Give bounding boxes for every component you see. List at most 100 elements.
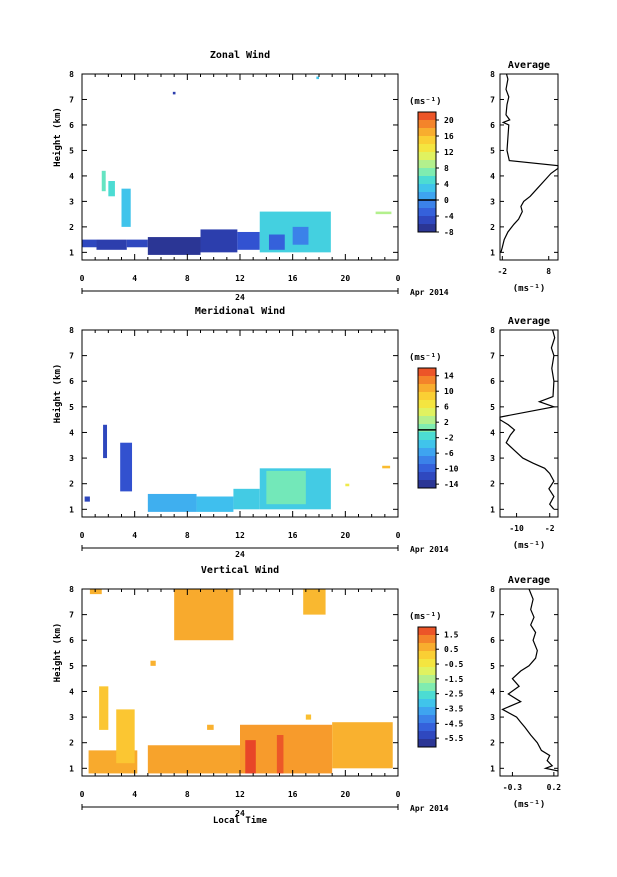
x-tick-label: 16	[288, 274, 298, 283]
colorbar-swatch	[418, 144, 436, 153]
x-tick-label: 12	[235, 531, 245, 540]
average-y-tick-label: 4	[490, 687, 495, 696]
average-y-tick-label: 1	[490, 764, 495, 773]
heatmap-cell	[147, 237, 201, 255]
colorbar-swatch	[418, 392, 436, 401]
y-tick-label: 4	[69, 428, 74, 437]
colorbar-swatch	[418, 384, 436, 393]
x-tick-label: 8	[185, 531, 190, 540]
date-label: Apr 2014	[410, 545, 449, 554]
date-tick-label: 24	[235, 809, 245, 818]
average-title: Average	[508, 316, 550, 327]
colorbar-swatch	[418, 739, 436, 748]
colorbar-swatch	[418, 464, 436, 473]
colorbar-tick-label: -5.5	[444, 734, 463, 743]
colorbar-swatch	[418, 208, 436, 217]
colorbar-unit: (ms⁻¹)	[409, 612, 442, 622]
colorbar-tick-label: -3.5	[444, 704, 463, 713]
average-y-tick-label: 4	[490, 172, 495, 181]
heatmap-cells	[88, 589, 393, 774]
average-y-tick-label: 2	[490, 739, 495, 748]
colorbar-unit: (ms⁻¹)	[409, 97, 442, 107]
colorbar-swatch	[418, 192, 436, 201]
panel-title: Zonal Wind	[210, 49, 270, 61]
heatmap-cell	[345, 483, 350, 487]
average-y-tick-label: 6	[490, 121, 495, 130]
heatmap-cell	[268, 234, 285, 250]
heatmap-cells	[84, 424, 391, 512]
heatmap-cell	[147, 745, 240, 774]
average-x-axis-label: (ms⁻¹)	[513, 284, 546, 294]
colorbar-tick-label: 0	[444, 196, 449, 205]
y-tick-label: 7	[69, 611, 74, 620]
average-y-tick-label: 2	[490, 223, 495, 232]
x-tick-label: 4	[132, 531, 137, 540]
x-tick-label: 20	[341, 531, 351, 540]
x-tick-label: 20	[341, 790, 351, 799]
x-tick-label: 0	[396, 790, 401, 799]
colorbar-swatch	[418, 176, 436, 185]
x-axis-label: Local Time	[213, 815, 268, 826]
heatmap-cell	[96, 239, 127, 250]
colorbar-tick-label: 12	[444, 148, 454, 157]
heatmap-cell	[292, 226, 309, 245]
colorbar-tick-label: 14	[444, 372, 454, 381]
colorbar-swatch	[418, 659, 436, 668]
colorbar-tick-label: -2.5	[444, 690, 463, 699]
average-x-tick-label: -0.3	[503, 783, 522, 792]
y-tick-label: 8	[69, 326, 74, 335]
average-x-tick-label: -2	[545, 524, 555, 533]
x-tick-label: 0	[396, 531, 401, 540]
heatmap-cell	[196, 496, 234, 512]
heatmap-cell	[82, 239, 97, 248]
colorbar-tick-label: 2	[444, 418, 449, 427]
heatmap-cell	[316, 76, 319, 80]
colorbar: 20 16 12 8 4 0 -4 -8	[417, 111, 454, 237]
colorbar-tick-label: -8	[444, 228, 454, 237]
colorbar-tick-label: 16	[444, 132, 454, 141]
heatmap-cell	[172, 91, 176, 95]
y-tick-label: 4	[69, 172, 74, 181]
y-tick-label: 2	[69, 223, 74, 232]
average-title: Average	[508, 575, 550, 586]
y-tick-label: 1	[69, 764, 74, 773]
y-tick-label: 5	[69, 403, 74, 412]
heatmap-cell	[147, 493, 197, 512]
x-tick-label: 8	[185, 790, 190, 799]
average-y-tick-label: 2	[490, 480, 495, 489]
y-tick-label: 6	[69, 377, 74, 386]
colorbar-tick-label: -4.5	[444, 719, 463, 728]
average-y-tick-label: 1	[490, 505, 495, 514]
average-y-tick-label: 3	[490, 713, 495, 722]
x-tick-label: 12	[235, 790, 245, 799]
average-profile-line	[500, 73, 559, 253]
colorbar-swatch	[418, 440, 436, 449]
average-y-tick-label: 7	[490, 95, 495, 104]
average-frame	[499, 73, 559, 261]
heatmap-cell	[121, 188, 131, 227]
average-profile-line	[499, 329, 557, 510]
colorbar-swatch	[418, 723, 436, 732]
colorbar-frame	[417, 111, 437, 233]
colorbar-frame	[417, 367, 437, 489]
x-tick-label: 0	[80, 531, 85, 540]
panel-title: Meridional Wind	[195, 305, 285, 317]
colorbar-tick-label: 0.5	[444, 645, 459, 654]
heatmap-cells	[82, 76, 392, 255]
y-tick-label: 6	[69, 636, 74, 645]
colorbar-tick-label: -0.5	[444, 660, 463, 669]
average-y-tick-label: 4	[490, 428, 495, 437]
heatmap-cell	[305, 714, 312, 720]
heatmap-cell	[237, 231, 260, 250]
colorbar-swatch	[418, 456, 436, 465]
y-tick-label: 7	[69, 95, 74, 104]
colorbar-swatch	[418, 408, 436, 417]
heatmap-cell	[89, 589, 102, 595]
colorbar-tick-label: 1.5	[444, 630, 459, 639]
colorbar-swatch	[418, 472, 436, 481]
date-label: Apr 2014	[410, 804, 449, 813]
x-tick-label: 8	[185, 274, 190, 283]
average-title: Average	[508, 60, 550, 71]
